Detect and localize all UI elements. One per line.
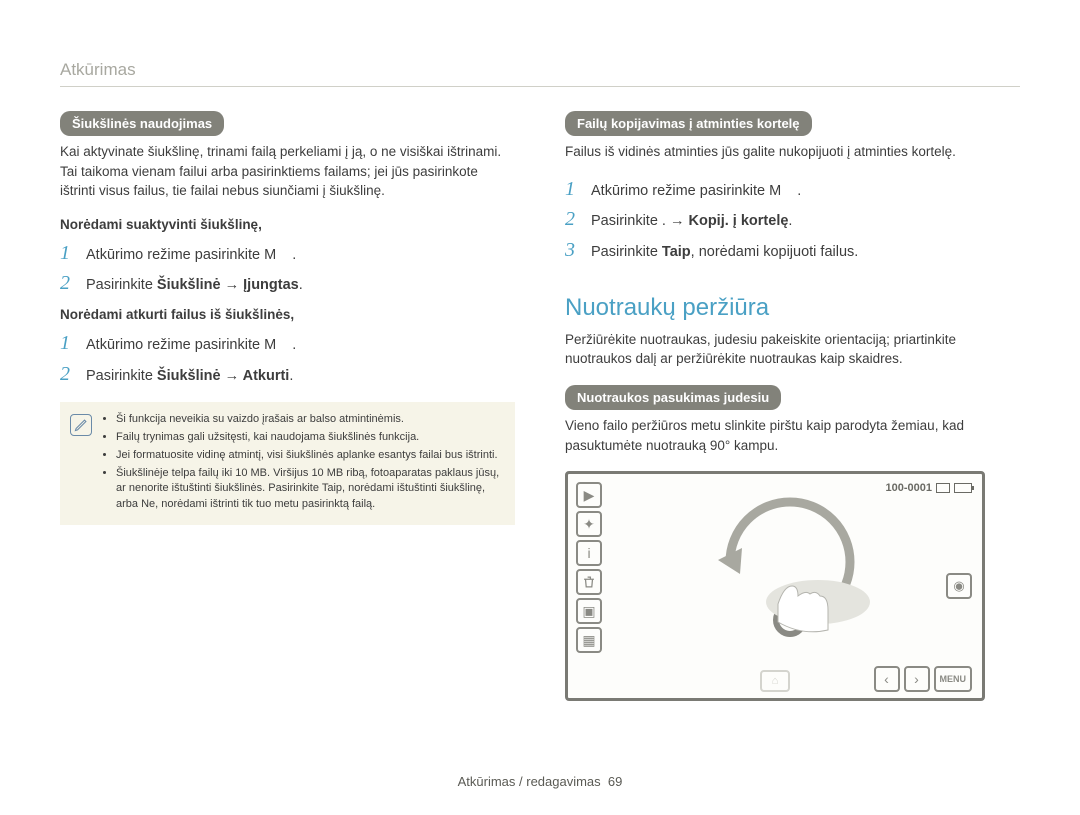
menu-button: MENU <box>934 666 973 692</box>
next-icon: › <box>904 666 930 692</box>
home-icon: ⌂ <box>760 670 790 692</box>
rotate-description: Vieno failo peržiūros metu slinkite pirš… <box>565 416 1020 455</box>
step-text: Pasirinkite Šiukšlinė → Atkurti. <box>86 366 293 388</box>
step-text: Pasirinkite . → Kopij. į kortelę. <box>591 211 792 233</box>
camera-settings-icon: ◉ <box>946 573 972 599</box>
note-box: Ši funkcija neveikia su vaizdo įrašais a… <box>60 402 515 526</box>
info-icon: i <box>576 540 602 566</box>
play-icon: ▶ <box>576 482 602 508</box>
step-text: Atkūrimo režime pasirinkite M . <box>591 181 801 203</box>
step-row: 1 Atkūrimo režime pasirinkite M . <box>60 332 515 357</box>
note-item: Failų trynimas gali užsitęsti, kai naudo… <box>116 430 501 446</box>
step-row: 1 Atkūrimo režime pasirinkite M . <box>565 178 1020 203</box>
copy-description: Failus iš vidinės atminties jūs galite n… <box>565 142 1020 162</box>
effects-icon: ✦ <box>576 511 602 537</box>
restore-subhead: Norėdami atkurti failus iš šiukšlinės, <box>60 307 515 322</box>
step-number: 3 <box>565 239 591 262</box>
step-number: 1 <box>60 332 86 355</box>
left-column: Šiukšlinės naudojimas Kai aktyvinate šiu… <box>60 111 515 701</box>
step-row: 2 Pasirinkite Šiukšlinė → Įjungtas. <box>60 272 515 297</box>
recycle-description: Kai aktyvinate šiukšlinę, trinami failą … <box>60 142 515 201</box>
camera-left-toolbar: ▶ ✦ i ▣ ▦ <box>576 482 606 690</box>
right-column: Failų kopijavimas į atminties kortelę Fa… <box>565 111 1020 701</box>
step-row: 1 Atkūrimo režime pasirinkite M . <box>60 242 515 267</box>
note-item: Ši funkcija neveikia su vaizdo įrašais a… <box>116 412 501 428</box>
grid-icon: ▦ <box>576 627 602 653</box>
content-columns: Šiukšlinės naudojimas Kai aktyvinate šiu… <box>60 111 1020 701</box>
section-pill-copy: Failų kopijavimas į atminties kortelę <box>565 111 812 136</box>
section-pill-recycle: Šiukšlinės naudojimas <box>60 111 224 136</box>
step-text: Pasirinkite Šiukšlinė → Įjungtas. <box>86 275 303 297</box>
step-row: 2 Pasirinkite . → Kopij. į kortelę. <box>565 208 1020 233</box>
step-row: 3 Pasirinkite Taip, norėdami kopijuoti f… <box>565 239 1020 264</box>
slideshow-icon: ▣ <box>576 598 602 624</box>
camera-screen: ▶ ✦ i ▣ ▦ 100-0001 <box>565 471 985 701</box>
battery-icon <box>954 483 972 493</box>
note-list: Ši funkcija neveikia su vaizdo įrašais a… <box>102 412 501 516</box>
page-footer: Atkūrimas / redagavimas 69 <box>0 774 1080 789</box>
step-text: Atkūrimo režime pasirinkite M . <box>86 335 296 357</box>
note-item: Šiukšlinėje telpa failų iki 10 MB. Virši… <box>116 466 501 514</box>
rotate-gesture-icon <box>690 492 890 662</box>
step-row: 2 Pasirinkite Šiukšlinė → Atkurti. <box>60 363 515 388</box>
step-text: Atkūrimo režime pasirinkite M . <box>86 245 296 267</box>
step-number: 1 <box>60 242 86 265</box>
section-title-view: Nuotraukų peržiūra <box>565 294 1020 322</box>
prev-icon: ‹ <box>874 666 900 692</box>
step-text: Pasirinkite Taip, norėdami kopijuoti fai… <box>591 242 858 264</box>
view-description: Peržiūrėkite nuotraukas, judesiu pakeisk… <box>565 330 1020 369</box>
note-item: Jei formatuosite vidinę atmintį, visi ši… <box>116 448 501 464</box>
step-number: 1 <box>565 178 591 201</box>
trash-icon <box>576 569 602 595</box>
page-header: Atkūrimas <box>60 60 1020 87</box>
file-counter: 100-0001 <box>886 482 933 494</box>
camera-status-bar: 100-0001 <box>886 482 973 494</box>
note-icon <box>70 414 92 436</box>
storage-icon <box>936 483 950 493</box>
activate-subhead: Norėdami suaktyvinti šiukšlinę, <box>60 217 515 232</box>
camera-bottom-toolbar: ‹ › MENU <box>874 666 973 692</box>
step-number: 2 <box>565 208 591 231</box>
section-pill-rotate: Nuotraukos pasukimas judesiu <box>565 385 781 410</box>
step-number: 2 <box>60 272 86 295</box>
camera-center <box>606 482 974 690</box>
step-number: 2 <box>60 363 86 386</box>
